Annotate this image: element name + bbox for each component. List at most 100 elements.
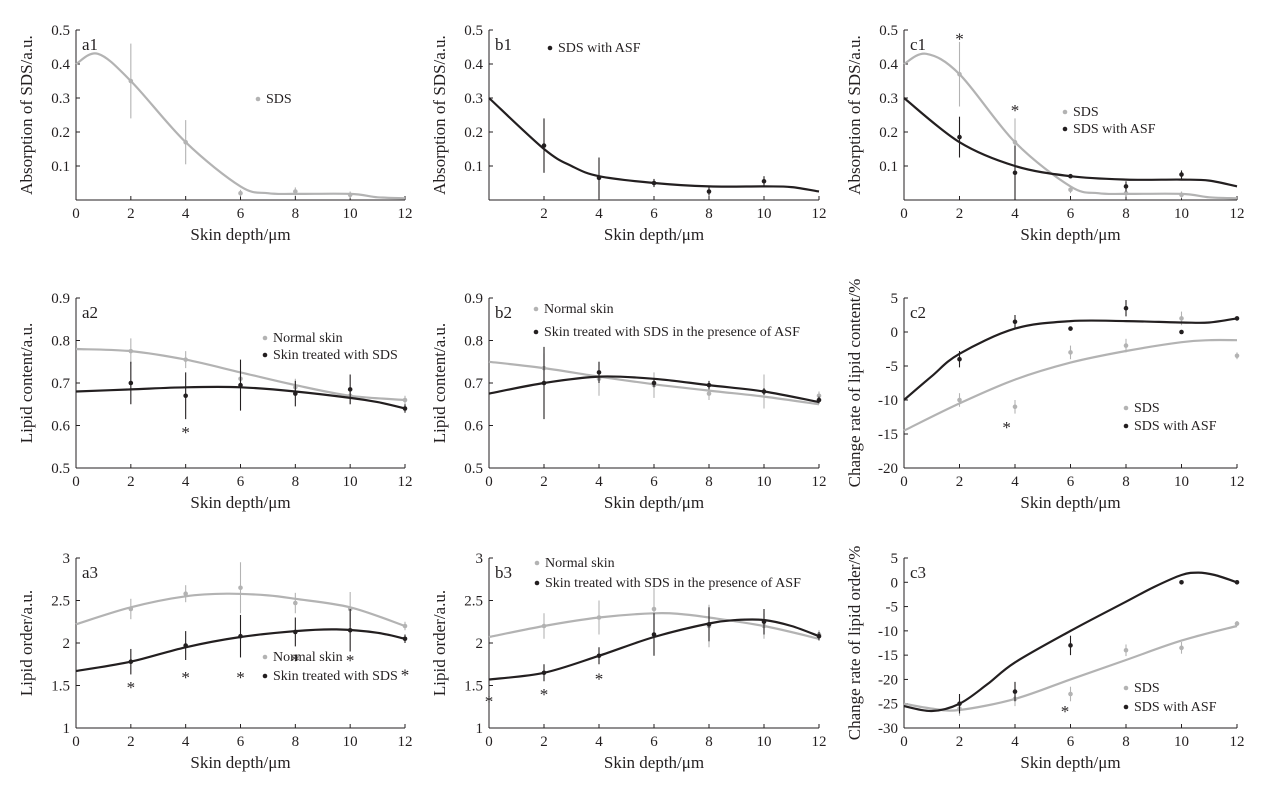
y-tick-label: -5 xyxy=(886,359,899,375)
data-point xyxy=(816,397,822,403)
legend-label: Normal skin xyxy=(544,302,614,317)
y-tick-label: 0.2 xyxy=(51,125,70,141)
x-tick-label: 0 xyxy=(900,206,908,222)
y-tick-label: -10 xyxy=(878,393,898,409)
y-tick-label: 0 xyxy=(891,325,899,341)
significance-marker: * xyxy=(955,30,964,49)
legend-marker xyxy=(255,96,261,102)
x-tick-label: 4 xyxy=(1011,206,1019,222)
data-point xyxy=(1123,190,1129,196)
x-tick-label: 2 xyxy=(956,734,964,750)
x-tick-label: 2 xyxy=(540,206,548,222)
data-point xyxy=(541,143,547,148)
x-tick-label: 6 xyxy=(1067,474,1075,490)
data-point xyxy=(183,357,188,362)
legend-label: Skin treated with SDS in the presence of… xyxy=(544,325,800,340)
data-point xyxy=(347,192,353,198)
data-point xyxy=(1012,170,1018,176)
x-tick-label: 4 xyxy=(595,206,603,222)
y-axis-label: Absorption of SDS/a.u. xyxy=(845,35,864,195)
y-tick-label: 5 xyxy=(891,551,899,567)
x-tick-label: 10 xyxy=(1174,474,1189,490)
data-point xyxy=(238,633,243,639)
x-tick-label: 4 xyxy=(182,206,190,222)
data-point xyxy=(706,189,712,194)
x-tick-label: 2 xyxy=(127,206,135,222)
legend-label: Skin treated with SDS xyxy=(273,669,398,684)
legend-marker xyxy=(1123,423,1129,429)
data-point xyxy=(541,623,547,629)
chart-panel-a2: 0 2 4 6 8 10 12 0.5 0.6 0.7 0.8 0.9 Skin depth/μm Lip… xyxy=(17,291,413,512)
x-tick-label: 2 xyxy=(540,474,548,490)
y-tick-label: 0.5 xyxy=(51,461,70,477)
y-tick-label: -5 xyxy=(886,600,899,616)
x-tick-label: 8 xyxy=(292,474,300,490)
data-point xyxy=(1012,319,1018,325)
x-tick-label: 12 xyxy=(1230,734,1245,750)
legend-marker xyxy=(262,654,268,660)
data-point xyxy=(1179,192,1184,198)
data-point xyxy=(1234,579,1240,585)
significance-marker: * xyxy=(181,423,190,442)
panel-label: a2 xyxy=(82,303,98,322)
y-axis-label: Lipid content/a.u. xyxy=(430,323,449,443)
data-point xyxy=(706,382,712,388)
x-axis-label: Skin depth/μm xyxy=(1020,753,1120,772)
y-tick-label: 1 xyxy=(476,721,484,737)
y-tick-label: 0.6 xyxy=(51,419,70,435)
y-tick-label: 0.3 xyxy=(879,91,898,107)
y-axis-label: Absorption of SDS/a.u. xyxy=(17,35,36,195)
x-tick-label: 6 xyxy=(1067,734,1075,750)
x-tick-label: 2 xyxy=(956,474,964,490)
data-point xyxy=(596,615,602,620)
x-tick-label: 8 xyxy=(705,474,713,490)
y-tick-label: 1.5 xyxy=(51,679,70,695)
significance-marker: * xyxy=(346,651,355,670)
data-point xyxy=(128,606,134,612)
panel-label: c1 xyxy=(910,35,926,54)
data-point xyxy=(1123,305,1129,311)
x-tick-label: 4 xyxy=(1011,734,1019,750)
y-tick-label: 0.8 xyxy=(51,334,70,350)
data-point xyxy=(1068,173,1073,179)
panel-label: a3 xyxy=(82,563,98,582)
y-tick-label: 0.4 xyxy=(879,57,898,73)
y-tick-label: 0.5 xyxy=(51,23,70,39)
legend-label: SDS xyxy=(1134,401,1160,416)
y-tick-label: -20 xyxy=(878,672,898,688)
legend-marker xyxy=(262,335,268,341)
x-tick-label: 12 xyxy=(398,474,413,490)
y-tick-label: 0.7 xyxy=(464,376,483,392)
legend-label: Skin treated with SDS in the presence of… xyxy=(545,576,801,591)
panel-label: b2 xyxy=(495,303,512,322)
fit-curve xyxy=(488,611,820,640)
x-tick-label: 10 xyxy=(757,474,772,490)
data-point xyxy=(706,391,712,396)
x-tick-label: 6 xyxy=(650,734,658,750)
x-tick-label: 8 xyxy=(1122,474,1130,490)
x-tick-label: 10 xyxy=(343,734,358,750)
x-tick-label: 12 xyxy=(812,474,827,490)
x-tick-label: 10 xyxy=(1174,734,1189,750)
data-point xyxy=(238,382,243,388)
fit-curve xyxy=(903,571,1238,713)
panel-label: b1 xyxy=(495,35,512,54)
legend-label: Skin treated with SDS xyxy=(273,348,398,363)
x-tick-label: 4 xyxy=(1011,474,1019,490)
data-point xyxy=(706,622,712,627)
fit-curve xyxy=(903,338,1238,432)
y-tick-label: 0.2 xyxy=(879,125,898,141)
data-point xyxy=(1012,689,1018,694)
x-tick-label: 8 xyxy=(705,206,713,222)
data-point xyxy=(347,387,353,392)
significance-marker: * xyxy=(1061,702,1070,721)
y-tick-label: 0.5 xyxy=(879,23,898,39)
legend-label: SDS with ASF xyxy=(1073,122,1156,137)
y-tick-label: 0.3 xyxy=(51,91,70,107)
data-point xyxy=(128,380,134,386)
x-tick-label: 8 xyxy=(1122,206,1130,222)
panel-label: c3 xyxy=(910,563,926,582)
y-tick-label: 0.9 xyxy=(51,291,70,307)
chart-panel-c3: 0 2 4 6 8 10 12 -30 -25 -20 -15 -10 -5 0 5 Skin depth/μ… xyxy=(845,546,1245,772)
legend-marker xyxy=(534,580,540,586)
